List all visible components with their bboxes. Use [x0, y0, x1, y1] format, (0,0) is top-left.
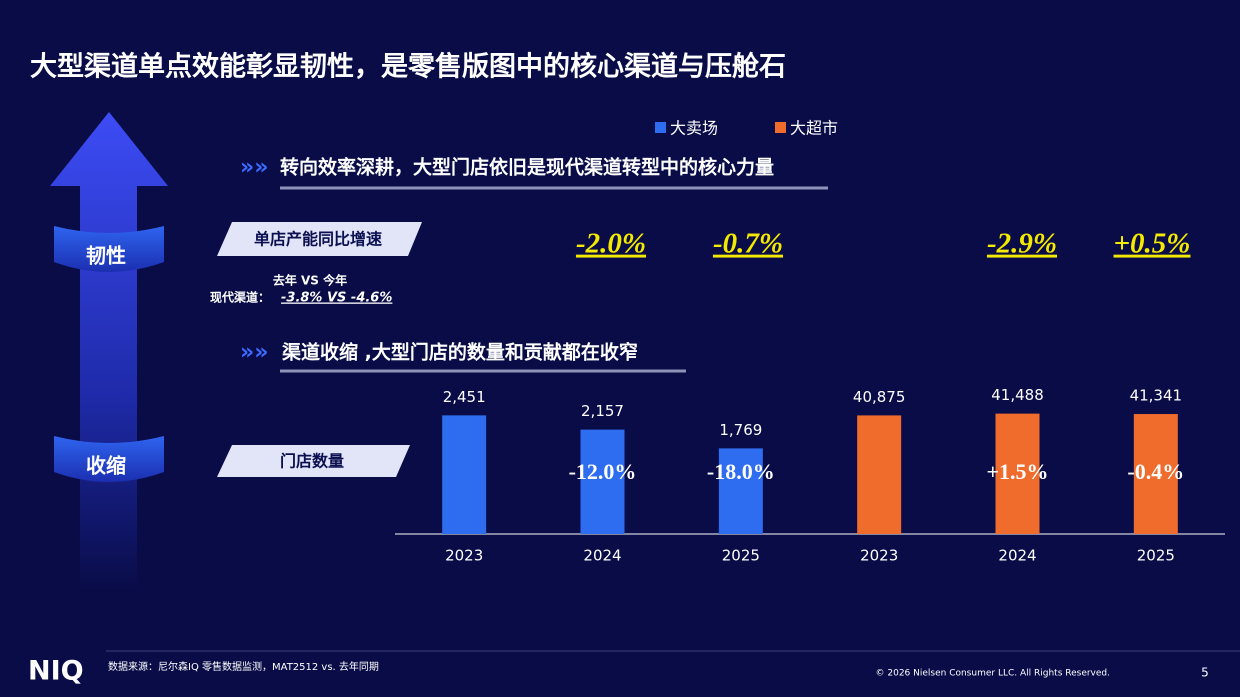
- growth-label: +0.5%: [1114, 228, 1191, 260]
- arrow: [50, 112, 168, 590]
- x-tick-label: 2023: [445, 547, 483, 565]
- value-label: 1,769: [719, 421, 762, 439]
- change-label: -18.0%: [707, 459, 775, 484]
- label-box: [217, 222, 422, 256]
- change-label: -12.0%: [569, 459, 637, 484]
- page-number: 5: [1201, 666, 1209, 680]
- label-box: [217, 445, 410, 477]
- side-label: 韧性: [86, 244, 126, 268]
- label-text: 门店数量: [280, 452, 344, 471]
- legend-swatch: [655, 122, 666, 133]
- x-tick-label: 2023: [860, 547, 898, 565]
- legend-label: 大超市: [790, 119, 838, 138]
- label-text: 单店产能同比增速: [254, 230, 382, 249]
- side-label: 收缩: [86, 454, 126, 478]
- logo: NIQ: [28, 656, 84, 687]
- value-label: 41,488: [991, 386, 1044, 404]
- chevrons: »»: [240, 340, 268, 365]
- bar: [857, 415, 902, 534]
- change-label: +1.5%: [986, 459, 1048, 484]
- bar: [1133, 414, 1178, 534]
- note-prefix: 现代渠道：: [210, 290, 270, 305]
- x-tick-label: 2025: [1137, 547, 1175, 565]
- band: [54, 436, 164, 482]
- value-label: 41,341: [1130, 387, 1183, 405]
- copyright: © 2026 Nielsen Consumer LLC. All Rights …: [876, 669, 1111, 679]
- bar: [580, 429, 625, 534]
- bar: [442, 415, 487, 534]
- legend-swatch: [775, 122, 786, 133]
- x-tick-label: 2024: [583, 547, 621, 565]
- source: 数据来源：尼尔森IQ 零售数据监测，MAT2512 vs. 去年同期: [108, 660, 379, 673]
- value-label: 2,157: [581, 402, 624, 420]
- growth-label: -2.9%: [987, 228, 1057, 260]
- title: 大型渠道单点效能彰显韧性，是零售版图中的核心渠道与压舱石: [30, 51, 786, 83]
- chevrons: »»: [240, 155, 268, 180]
- note-value: -3.8% VS -4.6%: [281, 291, 392, 306]
- note: 去年 VS 今年: [273, 273, 347, 288]
- x-tick-label: 2024: [998, 547, 1036, 565]
- growth-label: -2.0%: [576, 228, 646, 260]
- x-tick-label: 2025: [722, 547, 760, 565]
- section-title: 渠道收缩 ,大型门店的数量和贡献都在收窄: [282, 341, 638, 364]
- legend-label: 大卖场: [670, 119, 718, 138]
- value-label: 40,875: [853, 388, 906, 406]
- value-label: 2,451: [443, 388, 486, 406]
- growth-label: -0.7%: [713, 228, 783, 260]
- bar: [995, 413, 1040, 534]
- section-title: 转向效率深耕，大型门店依旧是现代渠道转型中的核心力量: [280, 156, 774, 179]
- change-label: -0.4%: [1127, 459, 1184, 484]
- bar: [718, 448, 763, 534]
- band: [54, 226, 164, 272]
